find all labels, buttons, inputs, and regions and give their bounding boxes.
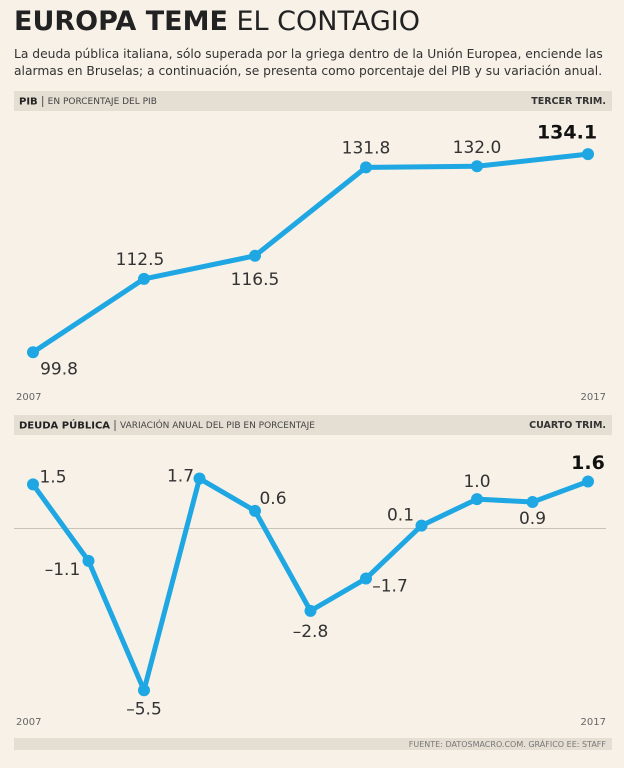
value-label: 1.0 [463,472,490,492]
panel-subheader: EN PORCENTAJE DEL PIB [48,97,157,107]
data-line [30,476,589,693]
value-label: –1.1 [45,560,81,580]
value-label: 112.5 [116,250,165,270]
x-tick-label: 2007 [16,392,41,403]
panel-period: CUARTO TRIM. [529,420,606,431]
value-label: 1.6 [571,452,605,474]
data-point [526,496,539,509]
data-point [415,519,428,532]
value-label: –5.5 [126,699,162,719]
data-point [360,161,372,174]
value-label: 134.1 [537,122,597,144]
data-point [471,160,483,173]
title: EUROPA TEME EL CONTAGIO [14,6,420,37]
value-label: 0.9 [519,509,546,529]
value-label: –2.8 [293,622,329,642]
value-label: 0.6 [259,489,286,509]
x-tick-label: 2017 [581,392,606,403]
data-point [360,572,372,585]
source-bar [14,738,612,750]
header-bar [14,415,612,435]
source: FUENTE: DATOSMACRO.COM. GRÁFICO EE: STAF… [409,738,607,749]
panel-header: PIB [19,97,38,108]
data-point [27,346,39,359]
panel-header: DEUDA PÚBLICA [19,419,110,432]
data-point [471,493,483,506]
header-bar [14,91,612,111]
data-point [582,475,594,488]
data-point [82,554,95,567]
x-tick-label: 2007 [16,717,41,728]
data-point [193,472,206,485]
data-point [249,249,261,262]
data-point [249,504,261,517]
value-label: 131.8 [342,138,391,158]
title-bold: EUROPA TEME [14,6,228,37]
data-point [304,604,317,617]
panel-subheader: VARIACIÓN ANUAL DEL PIB EN PORCENTAJE [120,419,315,431]
x-tick-label: 2017 [581,717,606,728]
data-point [582,148,594,161]
value-label: 1.7 [167,467,194,487]
subtitle: La deuda pública italiana, sólo superada… [14,47,603,78]
panel-period: TERCER TRIM. [531,96,606,107]
data-line [31,151,589,355]
value-label: 116.5 [231,270,280,290]
value-label: –1.7 [372,577,408,597]
data-point [27,478,39,491]
value-label: 132.0 [453,138,502,158]
title-light: EL CONTAGIO [236,6,420,37]
data-point [138,272,150,285]
value-label: 99.8 [40,359,78,379]
value-label: 0.1 [387,506,414,526]
value-label: 1.5 [39,467,66,487]
data-point [138,684,150,697]
